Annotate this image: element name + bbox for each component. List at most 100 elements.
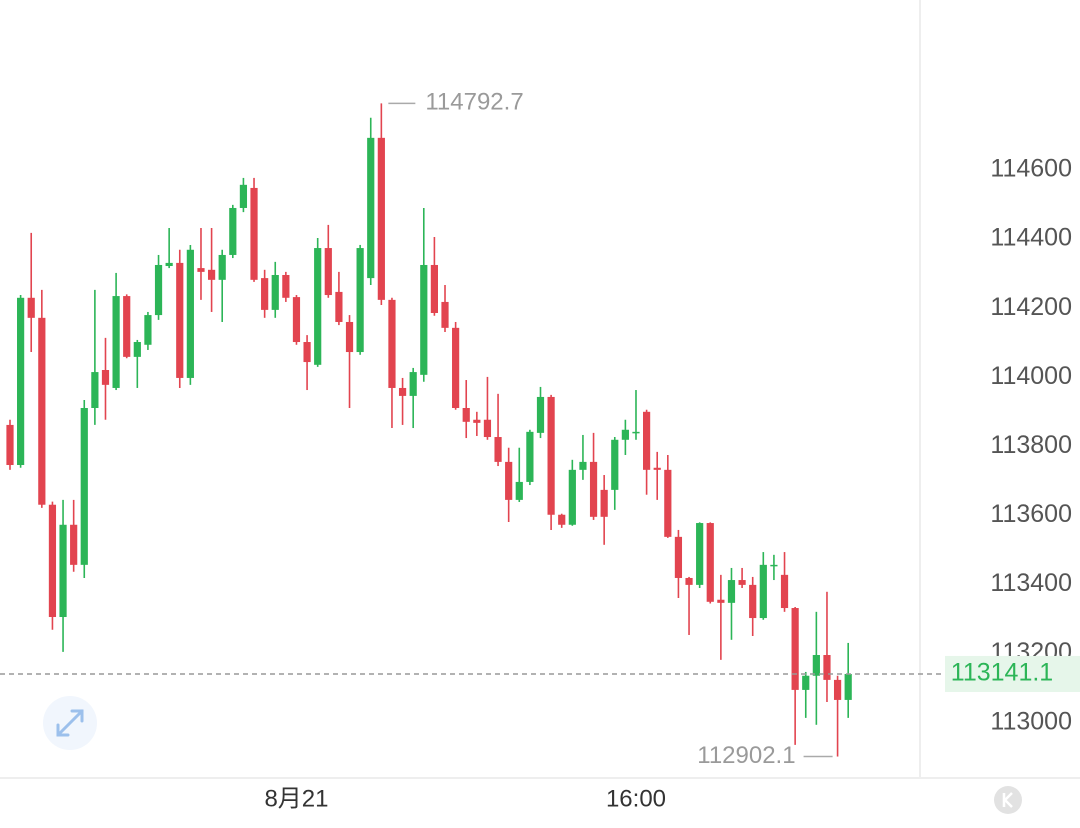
candle-body [356,248,364,353]
x-tick-label: 16:00 [606,785,666,812]
candle-body [176,262,184,378]
candle-body [229,207,237,255]
candle-body [314,248,322,365]
candle-body [441,301,449,328]
candle-body [473,419,481,423]
candle-body [749,584,757,619]
expand-icon[interactable] [56,709,84,737]
candle-body [621,429,629,440]
candle-body [165,262,173,267]
candle-body [738,580,746,585]
min-label: 112902.1 [697,742,795,769]
candle-body [186,249,194,378]
k-button[interactable] [994,786,1022,814]
candle-body [239,184,248,208]
candle-body [420,264,428,375]
current-price-label: 113141.1 [951,659,1053,687]
candle-body [802,675,810,690]
y-tick-label: 113600 [990,500,1072,528]
candle-body [833,679,842,700]
candle-body [611,439,619,490]
candle-body [494,437,502,462]
candle-body [505,461,513,500]
candle-body [250,187,258,280]
candle-body [589,461,598,517]
candle-body [770,564,778,567]
expand-button[interactable] [43,696,97,750]
y-tick-label: 114200 [990,293,1072,321]
candle-body [823,655,831,680]
x-tick-label: 8月21 [264,785,328,812]
max-label: 114792.7 [425,89,523,116]
y-tick-label: 114600 [990,155,1072,183]
candle-body [197,268,205,272]
candle-body [409,372,417,396]
candle-body [515,481,523,500]
candle-body [632,431,640,434]
candle-body [452,327,460,409]
candle-body [643,411,651,470]
candle-body [17,297,25,466]
candle-body [812,655,820,676]
candle-body [526,431,534,482]
candle-body [568,469,576,525]
candle-body [377,137,385,300]
candle-body [579,461,587,470]
candle-body [780,574,789,609]
candle-body [717,599,725,603]
candle-body [653,467,661,470]
candle-body [59,524,67,618]
y-tick-label: 114400 [990,224,1072,252]
candle-body [144,315,152,345]
candle-body [91,372,99,409]
candle-body [844,673,852,700]
candle-body [123,296,131,357]
k-button-bg[interactable] [994,786,1022,814]
candle-body [303,342,311,363]
candle-body [80,408,88,565]
candle-body [48,504,57,618]
candle-body [430,264,438,313]
current-price-box [945,655,1080,692]
y-tick-label: 113000 [990,707,1072,735]
candle-body [70,524,78,565]
y-tick-label: 113400 [990,569,1072,597]
candle-body [706,523,714,602]
candle-body [674,536,683,578]
candle-body [791,608,799,690]
candle-body [759,564,767,619]
candle-body [367,137,375,279]
candle-body [112,296,120,388]
candle-body [388,299,396,388]
candle-body [38,317,46,505]
candle-body [292,297,301,343]
candle-body [685,577,693,585]
candle-body [27,297,35,318]
candle-body [261,278,269,310]
candle-body [345,321,354,353]
candle-body [335,291,343,322]
candle-body [101,369,110,385]
candle-body [282,274,290,298]
y-tick-label: 114000 [990,362,1072,390]
candle-body [207,269,216,280]
candle-body [536,396,545,433]
candle-body [271,274,279,310]
candle-body [547,396,555,515]
candle-body [600,489,608,517]
candle-body [558,514,566,525]
y-tick-label: 113800 [990,431,1072,459]
candle-body [483,419,492,438]
candle-body [398,387,407,396]
candle-body [6,424,14,466]
candle-body [133,342,141,357]
candle-body [664,469,672,537]
candle-body [324,248,332,296]
candle-body [154,264,163,316]
candle-body [218,254,226,280]
candle-body [696,523,704,585]
candle-body [462,408,470,422]
k-icon[interactable] [1002,792,1013,808]
